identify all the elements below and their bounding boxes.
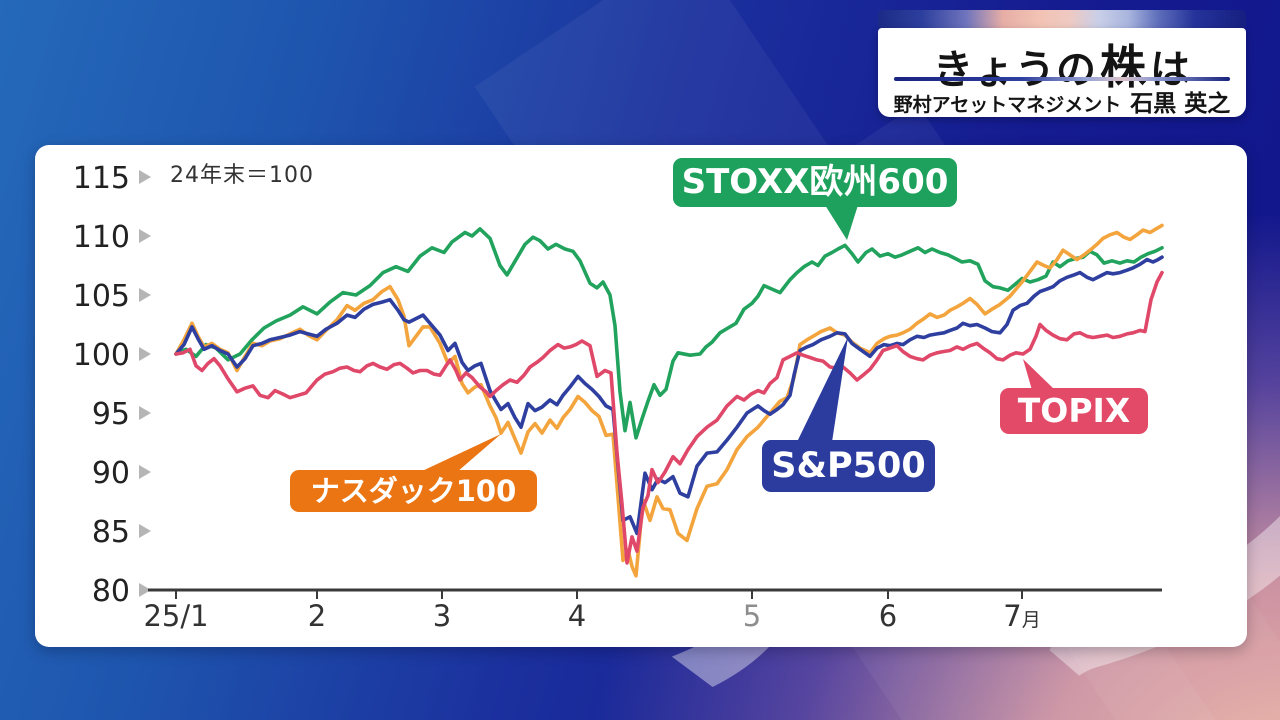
commentator-line: 野村アセットマネジメント 石黒 英之 bbox=[878, 84, 1246, 118]
series-label-pointer-sp500 bbox=[797, 337, 848, 442]
index-base-note: 24年末＝100 bbox=[170, 163, 314, 188]
title-part-emphasis: 株 bbox=[1100, 40, 1147, 94]
title-part: きょうの bbox=[933, 47, 1097, 93]
commentator-name: 石黒 英之 bbox=[1130, 91, 1231, 117]
y-axis-triangle-marker bbox=[139, 406, 151, 420]
x-axis-label: 4 bbox=[568, 599, 586, 633]
y-axis-label: 110 bbox=[73, 220, 130, 255]
y-axis-triangle-marker bbox=[139, 229, 151, 243]
series-line-sp500 bbox=[174, 255, 1164, 536]
y-axis-label: 100 bbox=[73, 338, 130, 373]
x-axis-label: 2 bbox=[308, 599, 326, 633]
series-label-sp500: S&P500 bbox=[762, 440, 935, 492]
series-label-pointer-nasdaq100 bbox=[420, 434, 501, 472]
x-axis-label: 7月 bbox=[1003, 599, 1040, 633]
x-axis-label: 25/1 bbox=[143, 599, 208, 633]
title-divider bbox=[894, 77, 1230, 81]
y-axis-triangle-marker bbox=[139, 288, 151, 302]
title-strip-decoration bbox=[878, 10, 1246, 28]
series-line-nasdaq100 bbox=[174, 223, 1164, 578]
program-title: きょうの株は bbox=[878, 31, 1246, 97]
chart-panel: 115 110 105 100 95 90 85 80 25/1 2 3 4 5 6 7月 24年末＝100… bbox=[35, 145, 1247, 647]
program-title-box: きょうの株は 野村アセットマネジメント 石黒 英之 bbox=[878, 28, 1246, 117]
company-name: 野村アセットマネジメント bbox=[893, 94, 1122, 116]
y-axis-label: 90 bbox=[92, 456, 130, 491]
y-axis-triangle-marker bbox=[139, 524, 151, 538]
series-label-pointer-topix bbox=[1023, 359, 1055, 390]
title-part: は bbox=[1150, 47, 1191, 93]
x-axis-label: 3 bbox=[433, 599, 451, 633]
series-label-stoxx600: STOXX欧州600 bbox=[673, 158, 957, 207]
y-axis-triangle-marker bbox=[139, 465, 151, 479]
series-label-topix: TOPIX bbox=[1000, 388, 1148, 434]
y-axis-triangle-marker bbox=[139, 583, 151, 597]
series-line-topix bbox=[174, 270, 1164, 565]
y-axis-label: 85 bbox=[92, 515, 130, 550]
series-label-pointer-stoxx600 bbox=[825, 205, 858, 240]
series-line-stoxx600 bbox=[174, 227, 1164, 440]
y-axis-triangle-marker bbox=[139, 170, 151, 184]
series-label-nasdaq100: ナスダック100 bbox=[290, 470, 537, 512]
x-axis-label: 6 bbox=[879, 599, 897, 633]
y-axis-label: 105 bbox=[73, 279, 130, 314]
x-axis-label: 5 bbox=[743, 599, 761, 633]
y-axis-triangle-marker bbox=[139, 347, 151, 361]
y-axis-label: 80 bbox=[92, 574, 130, 609]
index-comparison-chart: 115 110 105 100 95 90 85 80 25/1 2 3 4 5 6 7月 bbox=[73, 161, 1164, 633]
y-axis-label: 95 bbox=[92, 397, 130, 432]
y-axis-label: 115 bbox=[73, 161, 130, 196]
